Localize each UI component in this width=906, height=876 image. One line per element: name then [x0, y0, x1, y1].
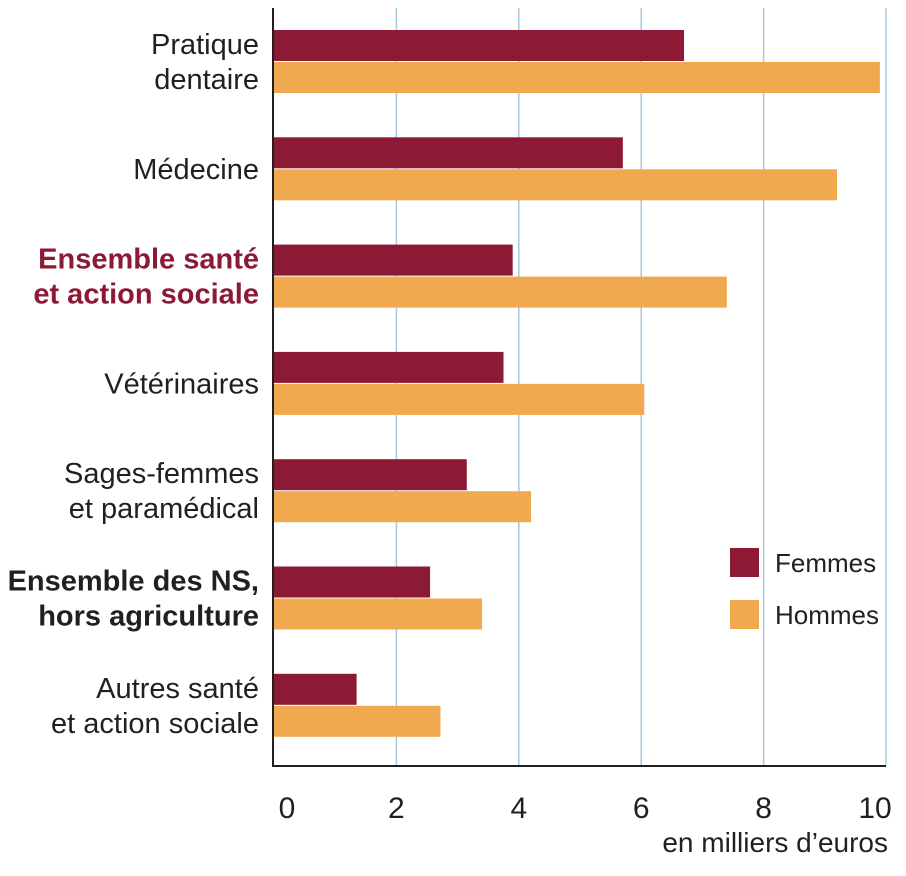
bar-hommes: [274, 276, 727, 308]
bar-femmes: [274, 351, 504, 383]
x-tick-label: 8: [755, 792, 772, 825]
bar-hommes: [274, 491, 532, 523]
category-label: dentaire: [154, 64, 259, 96]
x-tick-label: 0: [279, 792, 296, 825]
bar-hommes: [274, 705, 441, 737]
category-label: et action sociale: [51, 708, 259, 740]
x-tick-label: 10: [858, 792, 891, 825]
bar-femmes: [274, 30, 685, 61]
x-tick-label: 2: [388, 792, 405, 825]
bar-femmes: [274, 137, 623, 169]
category-label: Sages-femmes: [64, 458, 259, 490]
category-label: Autres santé: [96, 673, 259, 705]
x-tick-labels: 0 2 4 6 8 10: [279, 792, 892, 825]
x-tick-label: 4: [510, 792, 527, 825]
bar-hommes: [274, 383, 645, 415]
category-label: Ensemble des NS,: [8, 566, 259, 598]
legend-label-hommes: Hommes: [775, 600, 879, 630]
legend-label-femmes: Femmes: [775, 548, 876, 578]
x-axis-unit-label: en milliers d’euros: [662, 827, 888, 858]
legend: Femmes Hommes: [730, 548, 879, 630]
bar-femmes: [274, 244, 513, 276]
bar-femmes: [274, 566, 431, 598]
bar-hommes: [274, 598, 483, 630]
category-label: Pratique: [151, 29, 259, 61]
legend-swatch-femmes: [730, 548, 759, 577]
x-tick-label: 6: [633, 792, 650, 825]
legend-swatch-hommes: [730, 600, 759, 629]
bar-femmes: [274, 459, 467, 491]
bar-femmes: [274, 673, 357, 705]
category-label: Vétérinaires: [104, 368, 259, 400]
category-label: hors agriculture: [38, 601, 259, 633]
category-label: Médecine: [133, 154, 259, 186]
category-label: et action sociale: [33, 279, 259, 311]
bar-hommes: [274, 169, 838, 201]
category-label: Ensemble santé: [38, 244, 259, 276]
bars: [274, 30, 880, 737]
category-label: et paramédical: [69, 493, 259, 525]
bar-hommes: [274, 62, 880, 93]
